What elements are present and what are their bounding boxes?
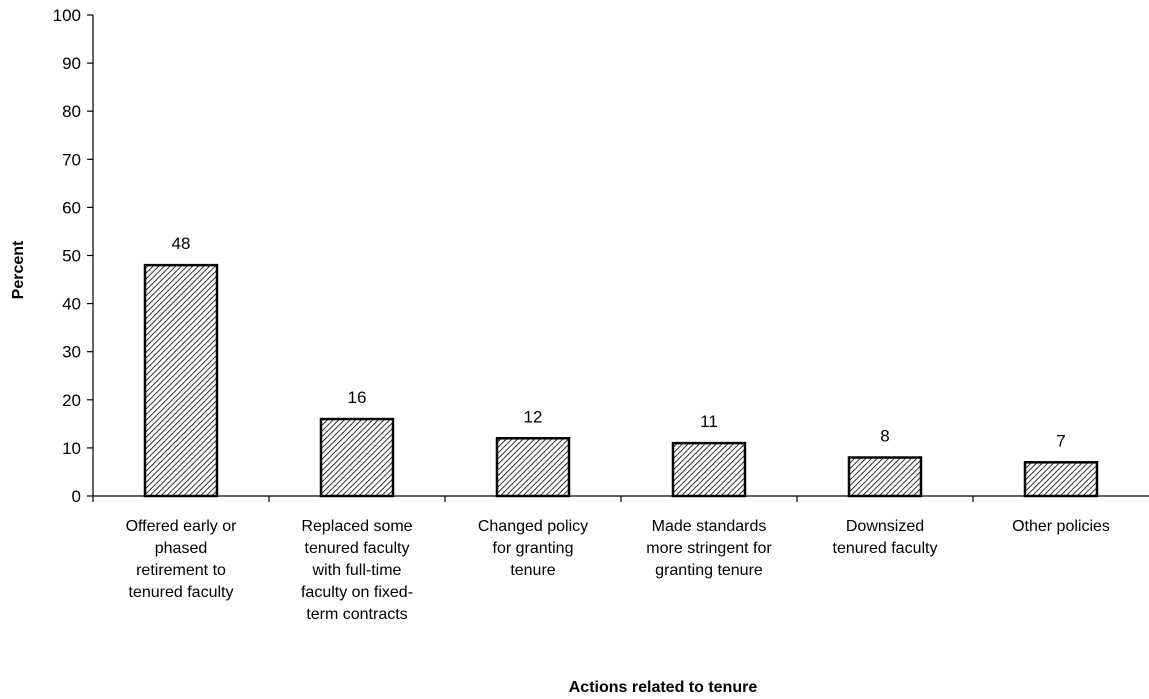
bar [671, 441, 747, 498]
y-axis-title: Percent [10, 240, 27, 299]
y-tick-label: 0 [72, 487, 81, 506]
y-tick-label: 100 [53, 6, 81, 25]
data-label: 12 [524, 407, 543, 426]
category-label: Downsized tenured faculty [833, 518, 938, 557]
category-label-line: term contracts [306, 606, 407, 623]
category-label-line: Offered early or [126, 518, 238, 535]
y-tick-label: 20 [62, 391, 81, 410]
data-label: 8 [880, 427, 889, 446]
category-label-line: tenured faculty [305, 540, 410, 557]
category-label-line: Replaced some [301, 518, 412, 535]
category-label-line: Changed policy [478, 518, 588, 535]
category-label: Offered early or phased retirement to tenur… [126, 518, 238, 601]
y-axis: 0 10 20 30 40 50 60 70 80 90 100 [53, 6, 94, 506]
category-label-line: tenure [510, 562, 555, 579]
category-label-line: Downsized [846, 518, 924, 535]
data-label: 48 [172, 234, 191, 253]
y-tick-label: 30 [62, 343, 81, 362]
category-label: Made standards more stringent for granting… [646, 518, 772, 579]
category-label-line: tenured faculty [833, 540, 938, 557]
y-tick-label: 70 [62, 150, 81, 169]
y-tick-label: 60 [62, 198, 81, 217]
category-label-line: Other policies [1012, 518, 1110, 535]
bar [143, 263, 219, 498]
bars [143, 263, 1099, 498]
category-label-line: faculty on fixed- [301, 584, 413, 601]
x-axis [92, 495, 1149, 502]
category-label-line: retirement to [136, 562, 226, 579]
category-label-line: Made standards [652, 518, 767, 535]
data-label: 11 [700, 412, 718, 431]
category-label: Changed policy for granting tenure [478, 518, 588, 579]
category-label: Replaced some tenured faculty with full-ti… [301, 518, 413, 623]
category-label-line: phased [155, 540, 208, 557]
category-label-line: more stringent for [646, 540, 772, 557]
data-label: 16 [348, 388, 367, 407]
category-label-line: tenured faculty [129, 584, 234, 601]
category-labels: Offered early or phased retirement to tenur… [126, 518, 1110, 623]
bar [1023, 461, 1099, 498]
y-tick-label: 10 [62, 439, 81, 458]
y-tick-label: 80 [62, 102, 81, 121]
bar [495, 437, 571, 498]
data-labels: 48 16 12 11 8 7 [172, 234, 1066, 450]
y-tick-label: 50 [62, 247, 81, 266]
bar [319, 417, 395, 498]
x-axis-title: Actions related to tenure [569, 679, 758, 696]
category-label-line: granting tenure [655, 562, 763, 579]
bar [847, 456, 923, 498]
data-label: 7 [1056, 431, 1065, 450]
category-label-line: with full-time [312, 562, 402, 579]
y-tick-label: 90 [62, 54, 81, 73]
category-label: Other policies [1012, 518, 1110, 535]
y-tick-label: 40 [62, 295, 81, 314]
category-label-line: for granting [493, 540, 574, 557]
